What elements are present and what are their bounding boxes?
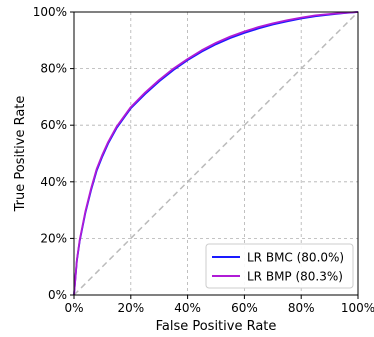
reference-diagonal: [73, 11, 359, 296]
legend-box: [205, 243, 354, 289]
y-axis-label: True Positive Rate: [13, 96, 28, 213]
y-tick-label-0: 0%: [48, 288, 67, 302]
y-tick-label-4: 80%: [40, 62, 67, 76]
x-axis-label: False Positive Rate: [156, 319, 277, 334]
legend-label-0: LR BMC (80.0%): [247, 251, 344, 265]
x-tick-label-0: 0%: [64, 301, 83, 315]
axes-frame: [73, 11, 359, 296]
x-tick-label-5: 100%: [341, 301, 374, 315]
legend-label-1: LR BMP (80.3%): [247, 270, 343, 284]
x-tick-label-1: 20%: [117, 301, 144, 315]
x-tick-label-4: 80%: [288, 301, 315, 315]
y-tick-label-3: 60%: [40, 118, 67, 132]
series-layer: [73, 11, 359, 296]
legend: LR BMC (80.0%) LR BMP (80.3%): [205, 243, 354, 289]
x-tick-label-2: 40%: [174, 301, 201, 315]
series-line-1: [73, 11, 359, 296]
y-tick-label-1: 20%: [40, 231, 67, 245]
x-tick-label-3: 60%: [231, 301, 258, 315]
tick-marks: 0% 20% 40% 60% 80% 100% 0% 20% 40% 60% 80% 100%: [33, 5, 374, 315]
y-tick-label-5: 100%: [33, 5, 67, 19]
y-tick-label-2: 40%: [40, 175, 67, 189]
